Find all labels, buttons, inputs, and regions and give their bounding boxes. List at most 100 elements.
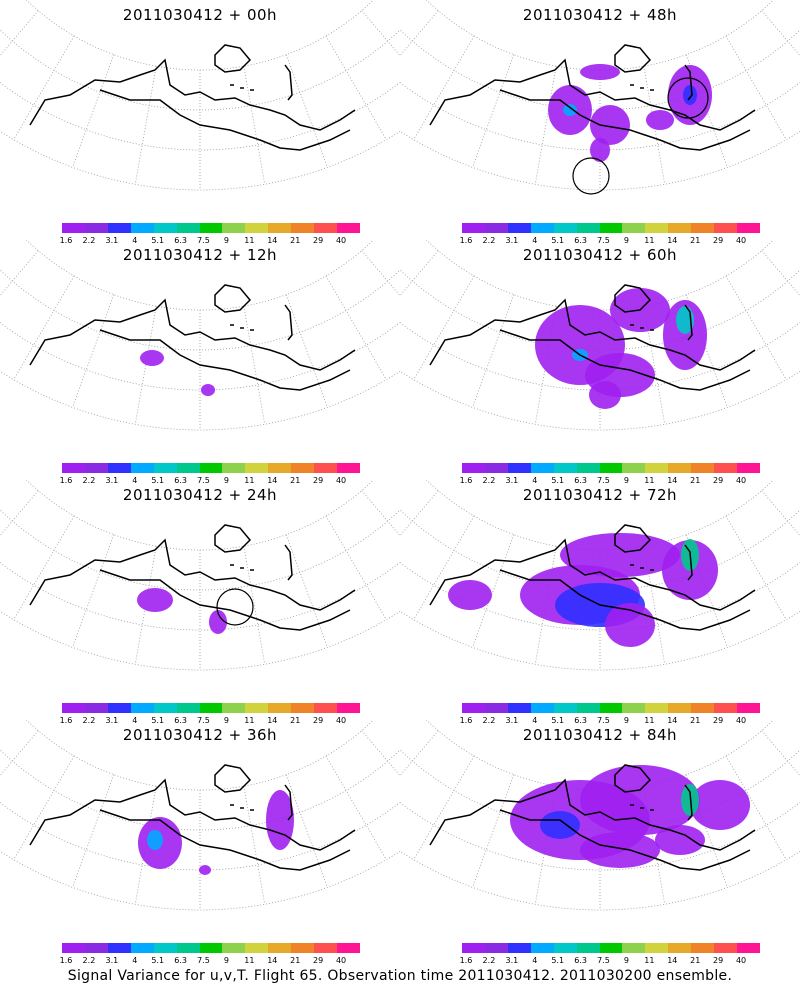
colorbar-tick-label: 2.2 xyxy=(82,236,96,245)
colorbar-swatch xyxy=(737,223,760,233)
colorbar-swatch xyxy=(668,943,692,953)
meridian-line xyxy=(0,240,7,296)
meridian-line xyxy=(0,10,39,57)
colorbar-swatch xyxy=(530,943,554,953)
colorbar-tick-label: 14 xyxy=(667,476,678,485)
colorbar-swatch xyxy=(691,463,715,473)
meridian-line xyxy=(761,730,800,777)
colorbar-swatch xyxy=(222,223,246,233)
meridian-line xyxy=(685,774,728,888)
arctic-islands xyxy=(614,524,693,581)
colorbar-tick-label: 14 xyxy=(667,956,678,965)
colorbar-swatch xyxy=(622,943,646,953)
meridian-line xyxy=(325,515,387,620)
colorbar-swatch xyxy=(714,223,738,233)
arctic-islands xyxy=(214,764,293,821)
graticule xyxy=(0,240,400,431)
colorbar-swatch xyxy=(268,943,292,953)
panel-title: 2011030412 + 48h xyxy=(522,6,678,24)
colorbar-tick-label: 29 xyxy=(713,236,724,245)
colorbar-tick-label: 1.6 xyxy=(459,716,473,725)
latitude-line xyxy=(400,509,800,591)
colorbar-swatch xyxy=(622,463,646,473)
colorbar-tick-label: 5.1 xyxy=(151,716,165,725)
meridian-line xyxy=(685,534,728,648)
meridian-line xyxy=(243,786,266,905)
colorbar-tick-label: 21 xyxy=(290,956,301,965)
polar-map xyxy=(0,240,400,431)
colorbar-tick-label: 11 xyxy=(244,476,255,485)
meridian-line xyxy=(393,720,400,776)
colorbar-tick-label: 9 xyxy=(623,236,629,245)
colorbar-swatch xyxy=(462,463,485,473)
latitude-line xyxy=(25,720,375,791)
colorbar-swatch xyxy=(668,223,692,233)
colorbar-swatch xyxy=(691,223,715,233)
colorbar-swatch xyxy=(645,463,669,473)
colorbar-tick-label: 6.3 xyxy=(174,236,187,245)
map-panel: 2011030412 + 12h 1.6 2.2 3.1 4 5.1 6.3 7.5 9 11 14… xyxy=(0,240,400,485)
colorbar-tick-label: 40 xyxy=(335,956,347,965)
panel-title: 2011030412 + 00h xyxy=(122,6,278,24)
colorbar-swatch xyxy=(314,703,338,713)
meridian-line xyxy=(393,0,400,56)
colorbar-tick-label: 9 xyxy=(223,716,229,725)
meridian-line xyxy=(72,774,115,888)
colorbar-tick-label: 4 xyxy=(532,716,538,725)
colorbar-tick-label: 3.1 xyxy=(105,956,119,965)
colorbar-swatch xyxy=(130,463,154,473)
meridian-line xyxy=(472,774,515,888)
colorbar-ticks: 1.6 2.2 3.1 4 5.1 6.3 7.5 9 11 14 21 29 40 xyxy=(50,236,370,246)
colorbar-swatch xyxy=(507,223,531,233)
colorbar-swatch xyxy=(107,703,131,713)
colorbar-tick-label: 7.5 xyxy=(197,476,210,485)
colorbar-tick-label: 21 xyxy=(290,716,301,725)
coastline xyxy=(29,58,356,151)
colorbar-tick-label: 29 xyxy=(313,236,324,245)
colorbar-tick-label: 21 xyxy=(290,476,301,485)
colorbar-swatch xyxy=(622,223,646,233)
colorbar-swatch xyxy=(84,703,108,713)
signal-variance-region xyxy=(266,790,294,850)
colorbar-tick-label: 7.5 xyxy=(597,236,610,245)
colorbar-tick-label: 40 xyxy=(735,236,747,245)
colorbar-swatch xyxy=(245,943,269,953)
colorbar-swatch xyxy=(484,943,508,953)
colorbar-tick-label: 40 xyxy=(335,236,347,245)
colorbar-tick-label: 3.1 xyxy=(105,236,119,245)
colorbar-swatch xyxy=(62,943,85,953)
colorbar-swatch xyxy=(153,463,177,473)
colorbar-tick-label: 21 xyxy=(690,716,701,725)
colorbar-tick-label: 1.6 xyxy=(59,476,73,485)
colorbar-swatch xyxy=(107,463,131,473)
colorbar-swatch xyxy=(691,943,715,953)
signal-variance-region xyxy=(563,104,577,116)
meridian-line xyxy=(761,250,800,297)
signal-variance-region xyxy=(590,105,630,145)
signal-variance-region xyxy=(201,384,215,396)
colorbar-tick-label: 29 xyxy=(713,716,724,725)
map-panel: 2011030412 + 48h 1.6 2.2 3.1 4 5.1 6.3 7.5 9 11 14… xyxy=(400,0,800,245)
colorbar-swatch xyxy=(553,463,577,473)
colorbar-tick-label: 21 xyxy=(690,476,701,485)
map-panel: 2011030412 + 00h 1.6 2.2 3.1 4 5.1 6.3 7.5 9 11 14… xyxy=(0,0,400,245)
polar-map xyxy=(400,240,800,431)
colorbar-swatch xyxy=(62,463,85,473)
meridian-line xyxy=(13,515,75,620)
colorbar-swatch xyxy=(462,223,485,233)
colorbar-swatch xyxy=(553,223,577,233)
colorbar-swatch xyxy=(268,223,292,233)
colorbar-swatch xyxy=(645,703,669,713)
meridian-line xyxy=(325,35,387,140)
colorbar-swatch xyxy=(268,463,292,473)
colorbar-swatch xyxy=(737,703,760,713)
colorbar-swatch xyxy=(291,703,315,713)
colorbar xyxy=(462,703,760,713)
colorbar-swatch xyxy=(107,943,131,953)
latitude-line xyxy=(400,29,800,111)
colorbar-swatch xyxy=(737,463,760,473)
colorbar-swatch xyxy=(530,223,554,233)
colorbar-swatch xyxy=(599,463,623,473)
colorbar-ticks: 1.6 2.2 3.1 4 5.1 6.3 7.5 9 11 14 21 29 40 xyxy=(50,956,370,966)
colorbar-swatch xyxy=(176,223,200,233)
